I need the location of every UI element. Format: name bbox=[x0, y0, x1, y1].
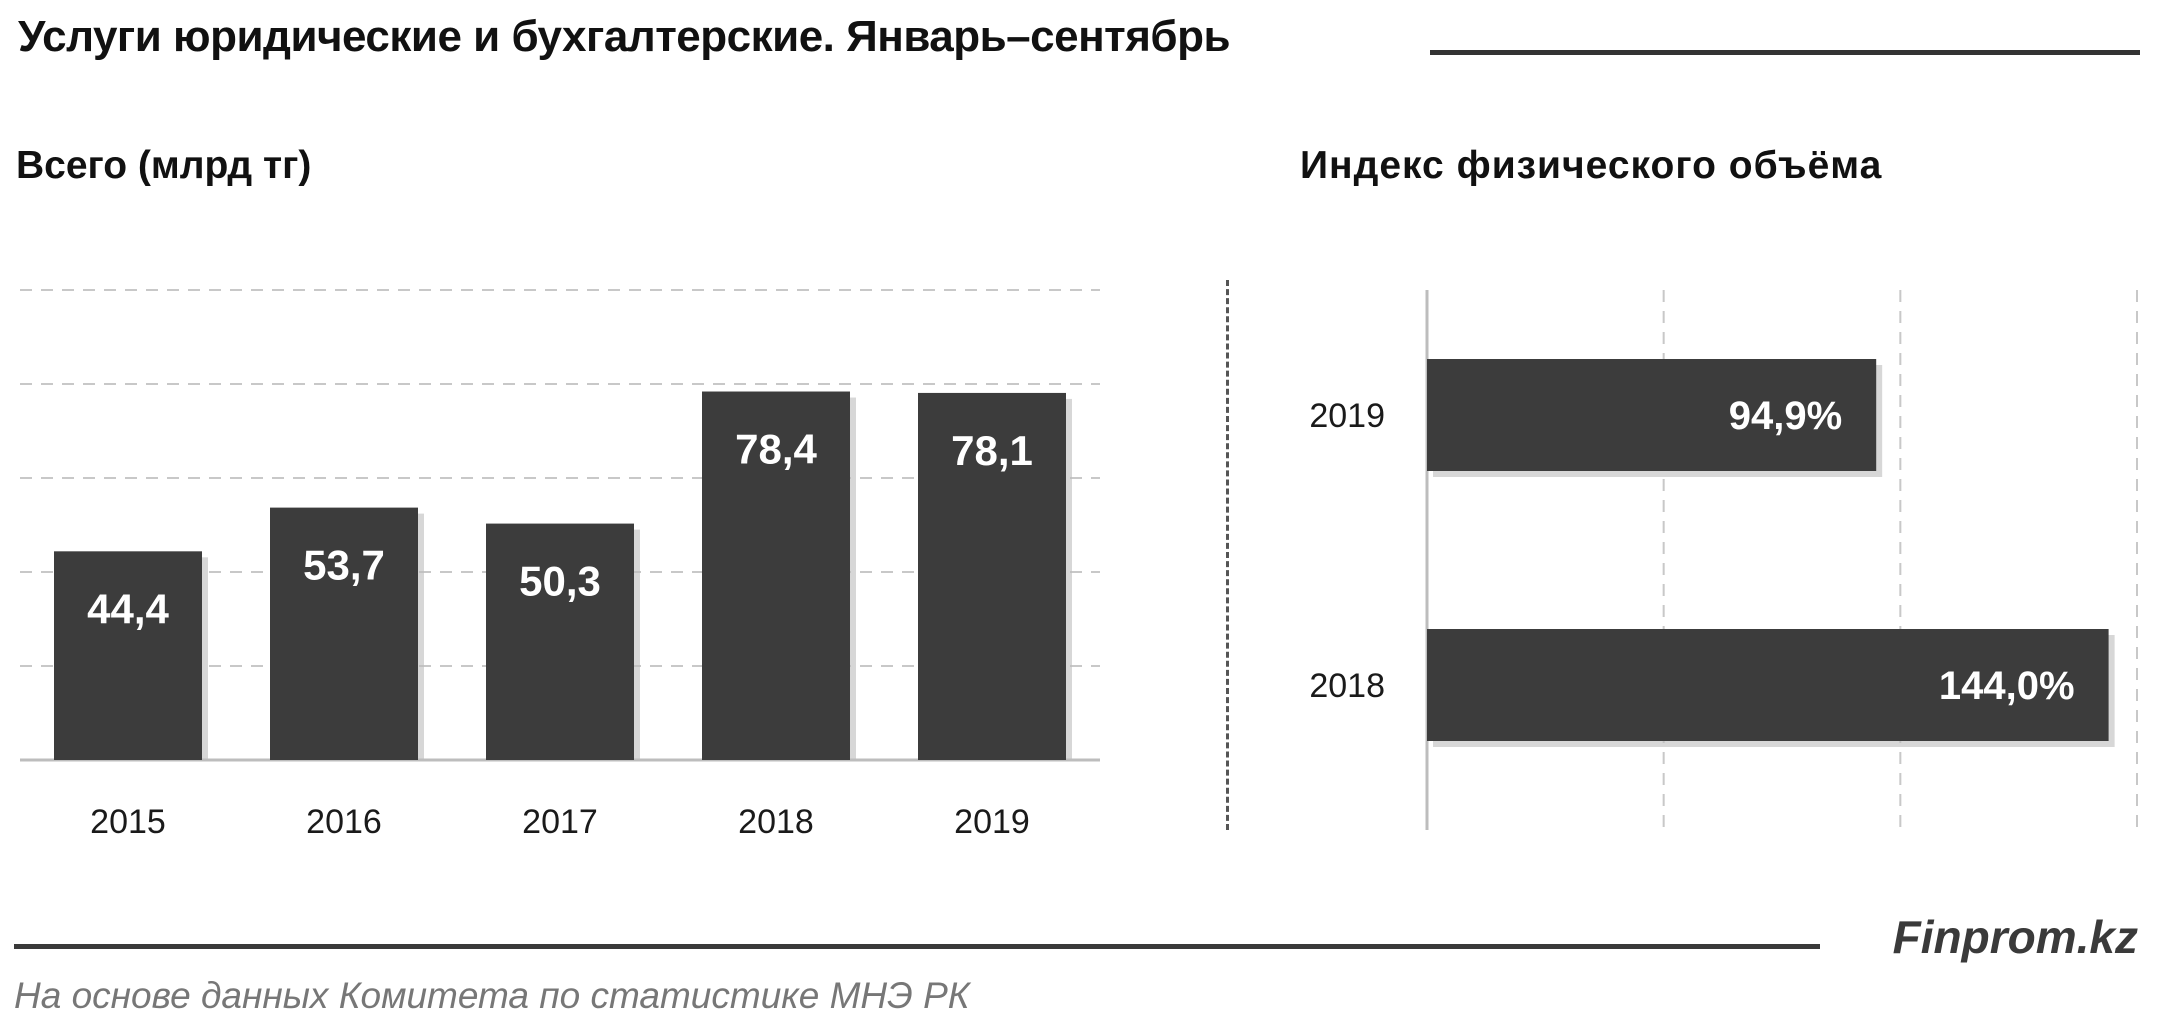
right-chart-title: Индекс физического объёма bbox=[1300, 144, 1883, 187]
source-note: На основе данных Комитета по статистике … bbox=[14, 975, 970, 1016]
data-label: 78,1 bbox=[951, 427, 1033, 474]
title-rule bbox=[1430, 50, 2140, 55]
bar bbox=[1427, 629, 2109, 741]
x-tick-label: 2019 bbox=[954, 803, 1030, 841]
bar bbox=[54, 551, 202, 760]
data-label: 94,9% bbox=[1729, 394, 1842, 438]
x-tick-label: 2018 bbox=[738, 803, 814, 841]
data-label: 53,7 bbox=[303, 542, 385, 589]
bar bbox=[270, 507, 418, 760]
bar bbox=[486, 523, 634, 760]
y-tick-label: 2019 bbox=[1309, 397, 1385, 435]
brand-logo: Finprom.kz bbox=[1892, 911, 2138, 963]
bar bbox=[702, 391, 850, 760]
data-label: 144,0% bbox=[1939, 664, 2075, 708]
x-tick-label: 2016 bbox=[306, 803, 382, 841]
footer-rule bbox=[14, 944, 1820, 949]
data-label: 78,4 bbox=[735, 426, 817, 473]
chart-title: Услуги юридические и бухгалтерские. Янва… bbox=[18, 12, 1231, 61]
bar bbox=[918, 392, 1066, 760]
total-volume-bar-chart: 44,4 2015 53,7 2016 50,3 2017 78,4 2018 78,1 2019 bbox=[20, 289, 1100, 841]
left-chart-title: Всего (млрд тг) bbox=[16, 144, 312, 187]
chart-divider bbox=[1226, 280, 1229, 830]
bar bbox=[1427, 359, 1877, 471]
x-tick-label: 2015 bbox=[90, 803, 166, 841]
data-label: 50,3 bbox=[519, 558, 601, 605]
data-label: 44,4 bbox=[87, 585, 169, 632]
physical-volume-index-bar-chart: 94,9% 2019 144,0% 2018 bbox=[1309, 290, 2138, 830]
y-tick-label: 2018 bbox=[1309, 667, 1385, 705]
x-tick-label: 2017 bbox=[522, 803, 598, 841]
